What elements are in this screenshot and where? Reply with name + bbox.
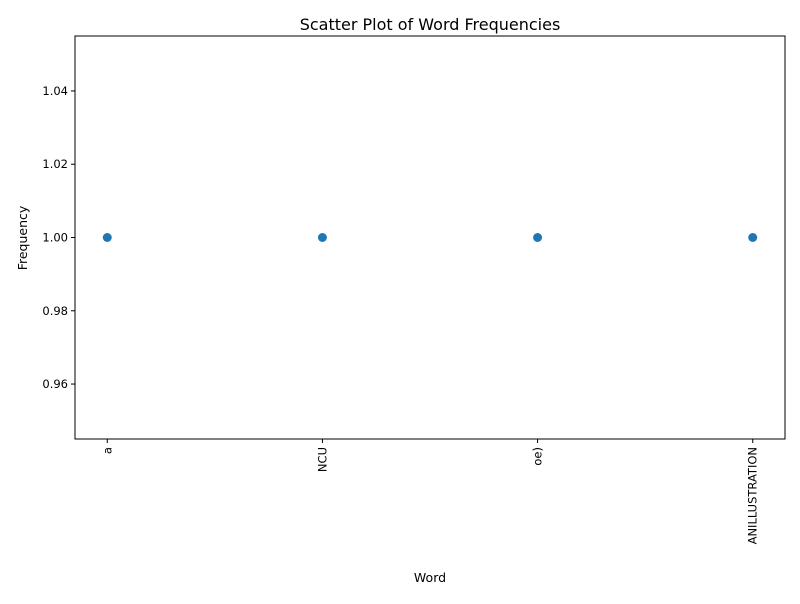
x-axis-label: Word (414, 570, 446, 585)
y-tick-label: 0.96 (42, 377, 68, 391)
data-point (748, 233, 758, 242)
y-axis-ticks: 0.96 0.98 1.00 1.02 1.04 (42, 84, 75, 391)
plot-area-frame (74, 35, 786, 440)
y-tick-label: 1.04 (42, 84, 68, 98)
y-tick-label: 0.98 (42, 304, 68, 318)
data-points (102, 233, 758, 242)
x-tick-label: ANILLUSTRATION (746, 447, 760, 544)
x-axis-ticks: a NCU oe) ANILLUSTRATION (100, 439, 760, 544)
x-tick-label: a (100, 447, 114, 454)
x-tick-label: NCU (315, 447, 329, 472)
data-point (317, 233, 327, 242)
x-tick-label: oe) (531, 447, 545, 466)
y-tick-label: 1.00 (42, 231, 68, 245)
data-point (102, 233, 112, 242)
y-axis-label: Frequency (15, 205, 30, 270)
data-point (533, 233, 543, 242)
y-tick-label: 1.02 (42, 157, 68, 171)
chart-title: Scatter Plot of Word Frequencies (300, 15, 561, 34)
